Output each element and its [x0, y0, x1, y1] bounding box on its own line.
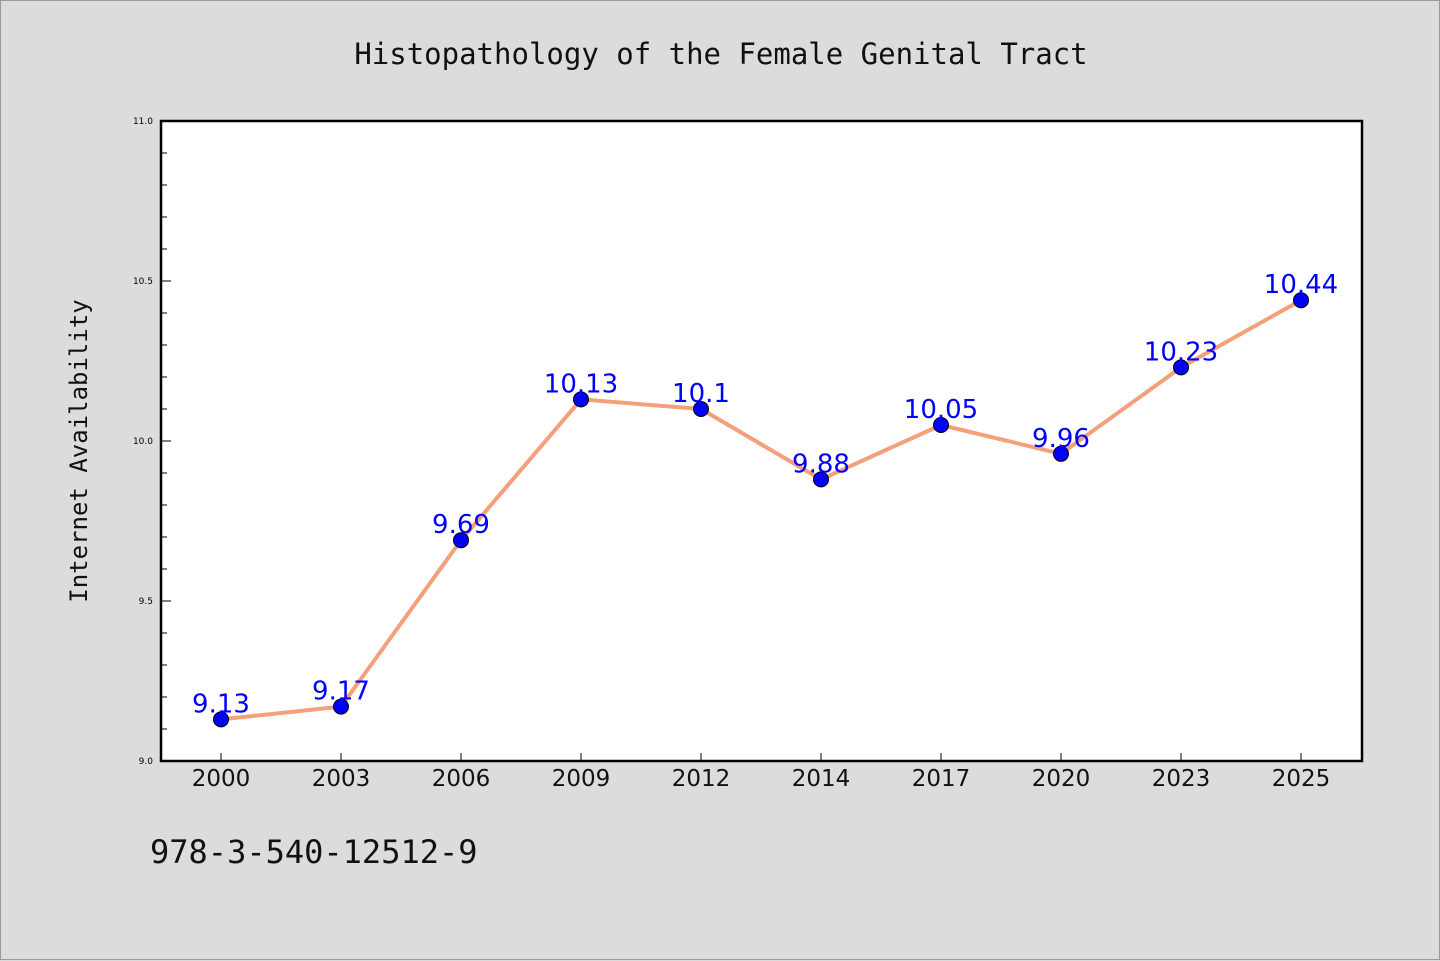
y-tick-label: 9.0 — [139, 757, 154, 767]
y-tick-label: 11.0 — [133, 117, 153, 127]
x-tick-label: 2012 — [672, 766, 731, 792]
x-tick-label: 2025 — [1272, 766, 1331, 792]
data-label: 10.1 — [672, 379, 730, 409]
data-point-marker — [573, 391, 589, 408]
x-tick-label: 2009 — [552, 766, 611, 792]
data-point-marker — [1173, 359, 1189, 376]
data-label: 9.13 — [192, 689, 250, 719]
x-tick-label: 2017 — [912, 766, 971, 792]
y-tick-label: 10.0 — [133, 437, 153, 447]
data-label: 9.88 — [792, 449, 850, 479]
y-tick-label: 9.5 — [139, 597, 153, 607]
x-tick-label: 2006 — [432, 766, 491, 792]
data-point-marker — [1053, 445, 1069, 462]
y-axis: 9.0 9.5 10.0 10.5 11.0 — [133, 117, 171, 767]
x-tick-label: 2023 — [1152, 766, 1211, 792]
series-line — [219, 298, 1303, 722]
data-label: 9.17 — [312, 677, 370, 707]
data-point-marker — [213, 711, 229, 728]
data-point-marker — [693, 401, 709, 417]
chart-title: Histopathology of the Female Genital Tra… — [354, 37, 1087, 71]
footer-isbn: 978-3-540-12512-9 — [150, 833, 478, 871]
x-tick-label: 2020 — [1032, 766, 1091, 792]
x-axis: 2000 2003 2006 2009 2012 2014 2017 2020 2023 2025 — [192, 753, 1331, 792]
data-point-marker — [1293, 292, 1309, 309]
data-point-marker — [333, 698, 349, 715]
y-axis-label: Internet Availability — [65, 299, 93, 602]
data-label: 10.44 — [1264, 270, 1338, 300]
data-label: 10.05 — [904, 395, 978, 425]
data-label: 9.96 — [1032, 424, 1090, 454]
y-tick-label: 10.5 — [133, 277, 153, 287]
x-tick-label: 2000 — [192, 766, 251, 792]
series-line-group: 9.13 9.17 9.69 10.13 10.1 9.88 10.05 9.96 10.23 1… — [192, 270, 1338, 728]
data-label: 9.69 — [432, 510, 490, 540]
data-point-marker — [453, 532, 469, 549]
data-label: 10.23 — [1144, 337, 1218, 367]
data-label: 10.13 — [544, 369, 618, 399]
data-point-marker — [813, 471, 829, 488]
data-point-marker — [933, 417, 949, 433]
x-tick-label: 2003 — [312, 766, 371, 792]
plot-area — [159, 119, 1364, 763]
x-tick-label: 2014 — [792, 766, 851, 792]
